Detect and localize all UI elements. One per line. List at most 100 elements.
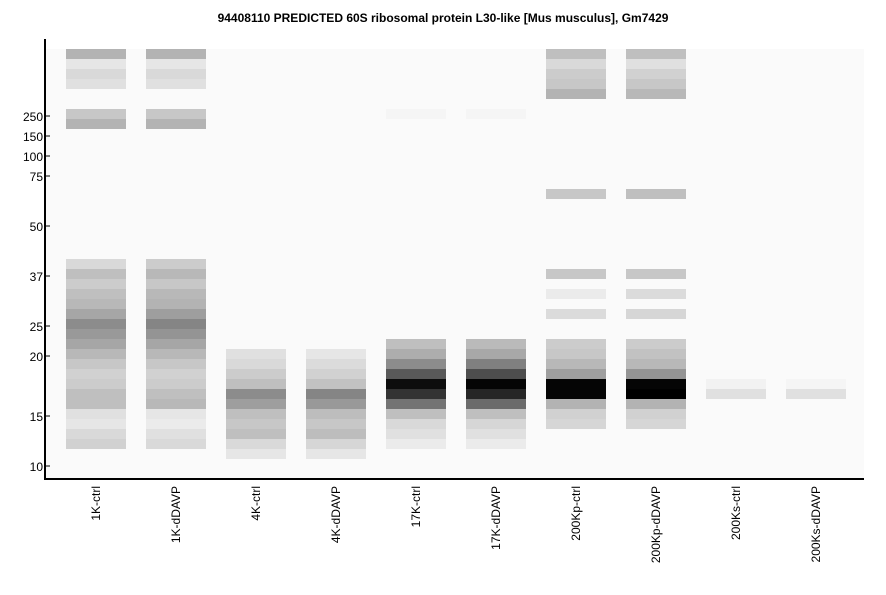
lane-label: 1K-ctrl — [89, 486, 103, 521]
gel-band — [66, 299, 126, 309]
gel-band — [146, 299, 206, 309]
gel-band — [626, 189, 686, 199]
gel-band — [626, 379, 686, 389]
gel-band — [546, 289, 606, 299]
gel-band — [146, 119, 206, 129]
gel-band — [226, 449, 286, 459]
gel-band — [146, 99, 206, 109]
lane-label: 17K-dDAVP — [489, 486, 503, 550]
gel-band — [546, 349, 606, 359]
gel-band — [386, 349, 446, 359]
gel-band — [146, 109, 206, 119]
gel-band — [546, 49, 606, 59]
gel-band — [546, 409, 606, 419]
gel-band — [66, 119, 126, 129]
gel-band — [786, 389, 846, 399]
gel-band — [146, 429, 206, 439]
gel-band — [626, 69, 686, 79]
gel-band — [226, 379, 286, 389]
gel-band — [626, 89, 686, 99]
gel-band — [546, 189, 606, 199]
gel-band — [66, 349, 126, 359]
y-tick-label: 20 — [30, 350, 44, 364]
gel-band — [66, 309, 126, 319]
gel-band — [146, 369, 206, 379]
y-tick-label: 150 — [23, 130, 43, 144]
gel-band — [306, 419, 366, 429]
gel-band — [306, 349, 366, 359]
gel-band — [146, 439, 206, 449]
gel-band — [66, 49, 126, 59]
gel-band — [66, 409, 126, 419]
gel-band — [386, 419, 446, 429]
gel-band — [146, 259, 206, 269]
gel-band — [466, 399, 526, 409]
gel-band — [146, 279, 206, 289]
gel-band — [546, 89, 606, 99]
y-tick-label: 100 — [23, 150, 43, 164]
gel-band — [626, 49, 686, 59]
gel-band — [626, 79, 686, 89]
gel-band — [466, 419, 526, 429]
gel-band — [146, 389, 206, 399]
gel-band — [66, 289, 126, 299]
gel-band — [306, 369, 366, 379]
y-tick-label: 250 — [23, 110, 43, 124]
gel-band — [226, 409, 286, 419]
gel-band — [466, 439, 526, 449]
gel-band — [146, 89, 206, 99]
gel-band — [306, 409, 366, 419]
lane-labels: 1K-ctrl 1K-dDAVP 4K-ctrl 4K-dDAVP 17K-ctrl 17… — [89, 486, 823, 563]
gel-band — [306, 389, 366, 399]
gel-band — [546, 359, 606, 369]
gel-band — [306, 449, 366, 459]
y-tick-label: 50 — [30, 220, 44, 234]
chart-title: 94408110 PREDICTED 60S ribosomal protein… — [217, 11, 669, 25]
gel-band — [466, 339, 526, 349]
gel-band — [306, 439, 366, 449]
gel-band — [626, 409, 686, 419]
gel-band — [146, 49, 206, 59]
y-ticks: 250 150 100 75 50 37 25 20 15 10 — [23, 110, 50, 474]
gel-band — [386, 109, 446, 119]
gel-band — [66, 69, 126, 79]
gel-band — [546, 309, 606, 319]
gel-band — [146, 379, 206, 389]
lane-label: 200Kp-ctrl — [569, 486, 583, 541]
gel-band — [66, 419, 126, 429]
gel-band — [66, 439, 126, 449]
gel-band — [386, 359, 446, 369]
gel-band — [706, 389, 766, 399]
gel-band — [226, 369, 286, 379]
lane-label: 1K-dDAVP — [169, 486, 183, 543]
gel-band — [466, 429, 526, 439]
gel-band — [466, 379, 526, 389]
gel-band — [626, 419, 686, 429]
gel-band — [466, 359, 526, 369]
gel-band — [146, 59, 206, 69]
gel-band — [226, 429, 286, 439]
gel-band — [66, 109, 126, 119]
gel-band — [226, 419, 286, 429]
gel-band — [706, 379, 766, 389]
y-tick-label: 25 — [30, 320, 44, 334]
y-tick-label: 75 — [30, 170, 44, 184]
bands-layer — [66, 49, 846, 459]
gel-band — [306, 359, 366, 369]
gel-band — [466, 369, 526, 379]
gel-band — [546, 399, 606, 409]
gel-band — [626, 369, 686, 379]
gel-band — [386, 369, 446, 379]
gel-band — [626, 289, 686, 299]
gel-band — [466, 349, 526, 359]
gel-band — [626, 309, 686, 319]
gel-band — [146, 269, 206, 279]
lane-label: 200Kp-dDAVP — [649, 486, 663, 563]
gel-band — [66, 59, 126, 69]
gel-band — [146, 349, 206, 359]
gel-band — [466, 409, 526, 419]
gel-band — [386, 399, 446, 409]
gel-band — [546, 79, 606, 89]
gel-band — [146, 419, 206, 429]
gel-band — [386, 389, 446, 399]
